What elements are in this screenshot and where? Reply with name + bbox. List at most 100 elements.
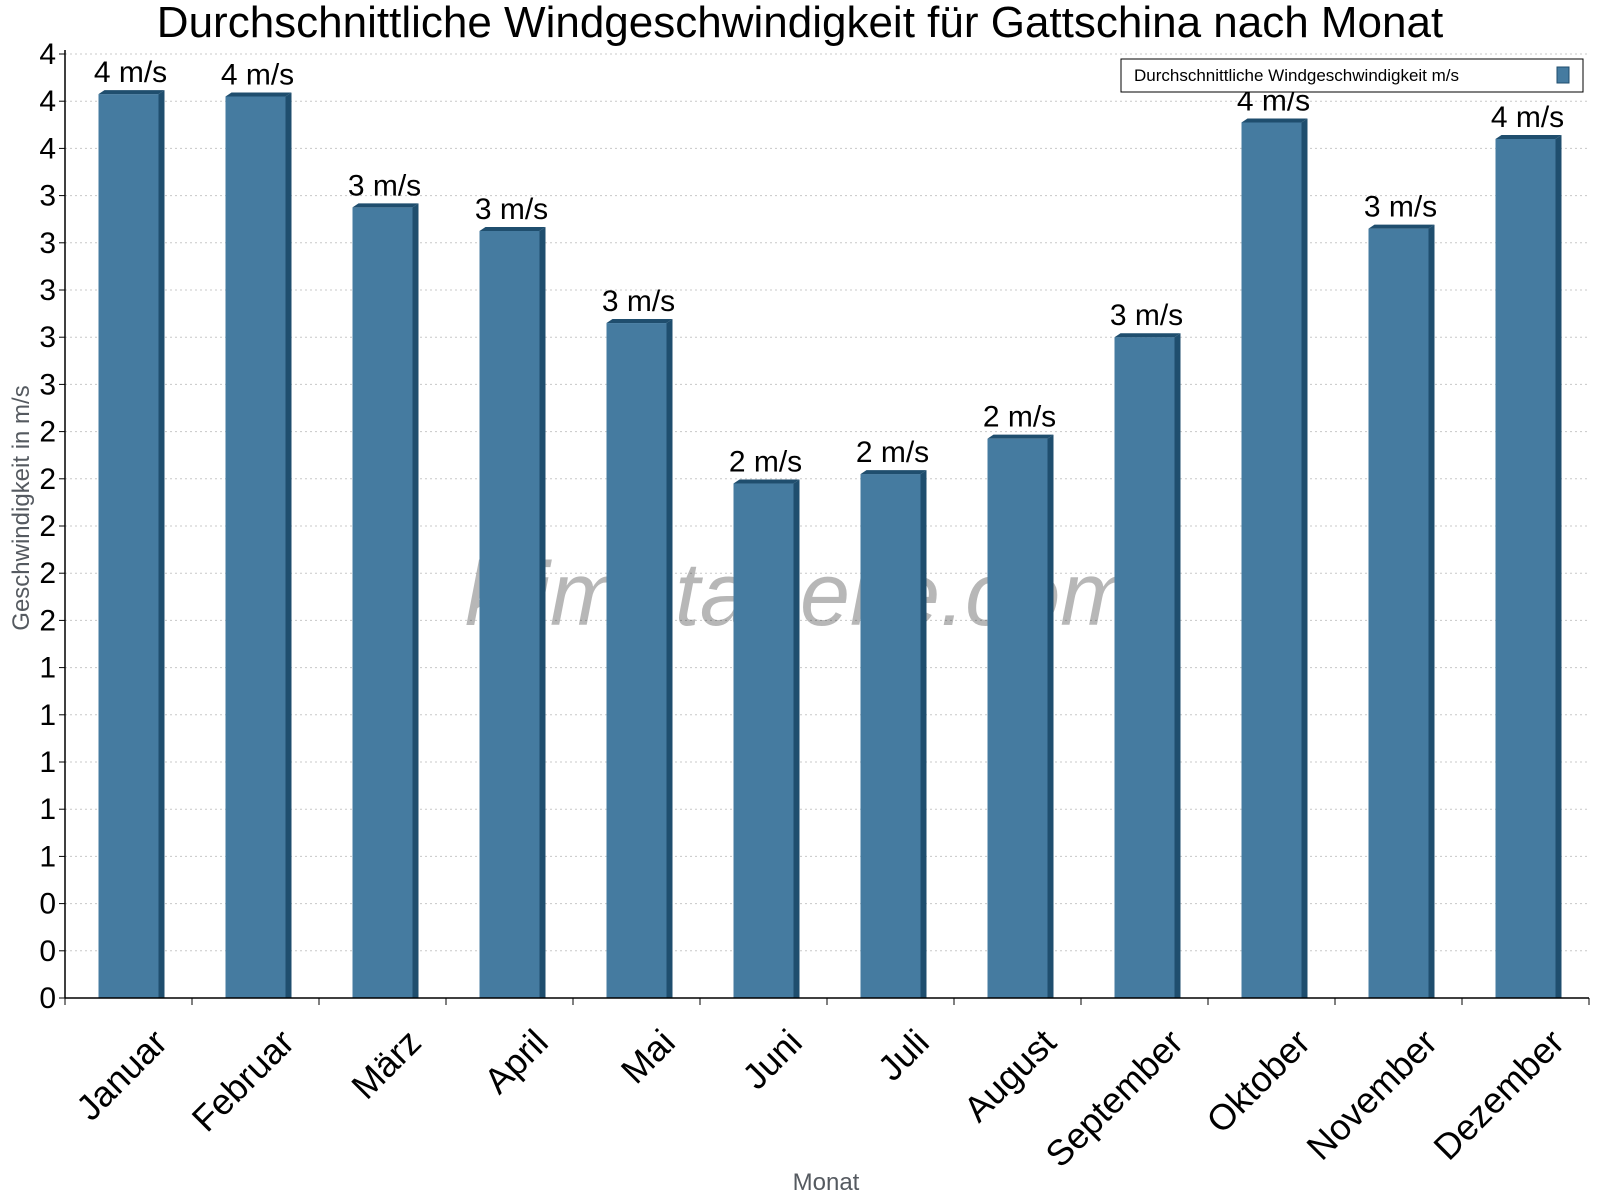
y-tick-label: 0 — [39, 935, 56, 968]
bar-front — [352, 207, 413, 998]
bar-april — [479, 227, 546, 998]
bar-top — [1241, 118, 1308, 123]
bar-top — [225, 92, 292, 97]
y-tick-label: 0 — [39, 888, 56, 921]
bar-side — [1428, 224, 1435, 998]
bar-side — [158, 90, 165, 999]
y-tick-label: 2 — [39, 416, 56, 449]
bar-top — [1114, 333, 1181, 338]
bar-top — [987, 434, 1054, 439]
y-tick-label: 4 — [39, 38, 56, 71]
bar-front — [225, 96, 286, 999]
data-labels: 4 m/s 4 m/s 3 m/s 3 m/s 3 m/s 2 m/s 2 m/s 2 m/s… — [94, 56, 1564, 478]
bar-januar — [98, 90, 165, 999]
x-tick-label: Januar — [68, 1021, 175, 1128]
bar-front — [606, 323, 667, 998]
bar-juli — [860, 470, 927, 999]
x-tick-label: November — [1298, 1021, 1444, 1167]
y-tick-label: 2 — [39, 463, 56, 496]
data-label: 4 m/s — [94, 56, 167, 89]
bar-front — [1495, 138, 1556, 998]
x-axis-label: Monat — [793, 1169, 860, 1196]
y-tick-label: 3 — [39, 227, 56, 260]
bar-front — [987, 438, 1048, 998]
y-tick-label: 2 — [39, 557, 56, 590]
bar-side — [666, 319, 673, 998]
bar-september — [1114, 333, 1181, 998]
bar-november — [1368, 224, 1435, 998]
bar-mai — [606, 319, 673, 998]
y-tick-label: 1 — [39, 840, 56, 873]
data-label: 3 m/s — [348, 169, 421, 202]
x-tick-label: Oktober — [1198, 1021, 1318, 1141]
bar-top — [352, 203, 419, 208]
y-tick-label: 1 — [39, 746, 56, 779]
bar-side — [285, 92, 292, 999]
bar-side — [539, 227, 546, 998]
bar-front — [1114, 337, 1175, 998]
data-label: 3 m/s — [1110, 299, 1183, 332]
bar-front — [733, 483, 794, 998]
x-tick-label: Juli — [870, 1021, 937, 1088]
bar-side — [412, 203, 419, 998]
bar-top — [479, 227, 546, 231]
bar-juni — [733, 479, 800, 998]
bar-front — [1368, 228, 1429, 998]
legend: Durchschnittliche Windgeschwindigkeit m/… — [1120, 58, 1584, 93]
data-label: 2 m/s — [983, 401, 1056, 434]
data-label: 3 m/s — [1364, 191, 1437, 224]
y-tick-label: 3 — [39, 368, 56, 401]
bar-side — [920, 470, 927, 999]
bars — [98, 90, 1562, 999]
y-tick-label: 3 — [39, 180, 56, 213]
bar-märz — [352, 203, 419, 998]
y-tick-label: 3 — [39, 274, 56, 307]
data-label: 2 m/s — [729, 446, 802, 479]
data-label: 3 m/s — [475, 193, 548, 226]
x-tick-label: März — [343, 1021, 429, 1107]
bar-top — [1368, 224, 1435, 229]
legend-swatch — [1556, 66, 1570, 84]
x-tick-label: Mai — [613, 1021, 683, 1091]
bar-dezember — [1495, 134, 1562, 998]
x-tick-label: April — [476, 1021, 556, 1101]
data-label: 4 m/s — [1491, 101, 1564, 134]
axes — [59, 50, 1590, 1005]
y-tick-label: 0 — [39, 982, 56, 1015]
x-tick-label: Juni — [734, 1021, 810, 1097]
bar-top — [606, 319, 673, 324]
bar-februar — [225, 92, 292, 999]
bar-top — [1495, 134, 1562, 139]
chart-title: Durchschnittliche Windgeschwindigkeit fü… — [157, 0, 1443, 47]
bar-front — [479, 231, 540, 998]
grid-lines — [65, 53, 1589, 952]
bar-top — [860, 470, 927, 475]
x-tick-label: Februar — [184, 1021, 302, 1139]
bar-side — [1047, 434, 1054, 998]
x-tick-label: September — [1037, 1021, 1191, 1175]
bar-august — [987, 434, 1054, 998]
y-tick-label: 1 — [39, 793, 56, 826]
bar-oktober — [1241, 118, 1308, 998]
x-tick-label: Dezember — [1425, 1021, 1571, 1167]
y-axis-label: Geschwindigkeit in m/s — [8, 385, 35, 630]
x-tick-labels: Januar Februar März April Mai Juni Juli AugustS… — [68, 1021, 1572, 1175]
data-label: 4 m/s — [221, 58, 294, 91]
bar-front — [860, 474, 921, 999]
bar-side — [793, 479, 800, 998]
bar-top — [98, 90, 165, 95]
y-tick-label: 3 — [39, 321, 56, 354]
legend-box — [1120, 58, 1584, 93]
bar-side — [1555, 134, 1562, 998]
y-tick-label: 4 — [39, 132, 56, 165]
bar-side — [1301, 118, 1308, 998]
bar-side — [1174, 333, 1181, 998]
bar-front — [98, 94, 159, 999]
y-tick-label: 1 — [39, 652, 56, 685]
y-tick-label: 2 — [39, 604, 56, 637]
bar-front — [1241, 122, 1302, 998]
y-tick-label: 4 — [39, 85, 56, 118]
y-tick-labels: 0 0 0 1 1 1 1 1 2 2 2 2 2 3 3 3 3 3 4 4 4 — [39, 38, 56, 1015]
bar-top — [733, 479, 800, 484]
